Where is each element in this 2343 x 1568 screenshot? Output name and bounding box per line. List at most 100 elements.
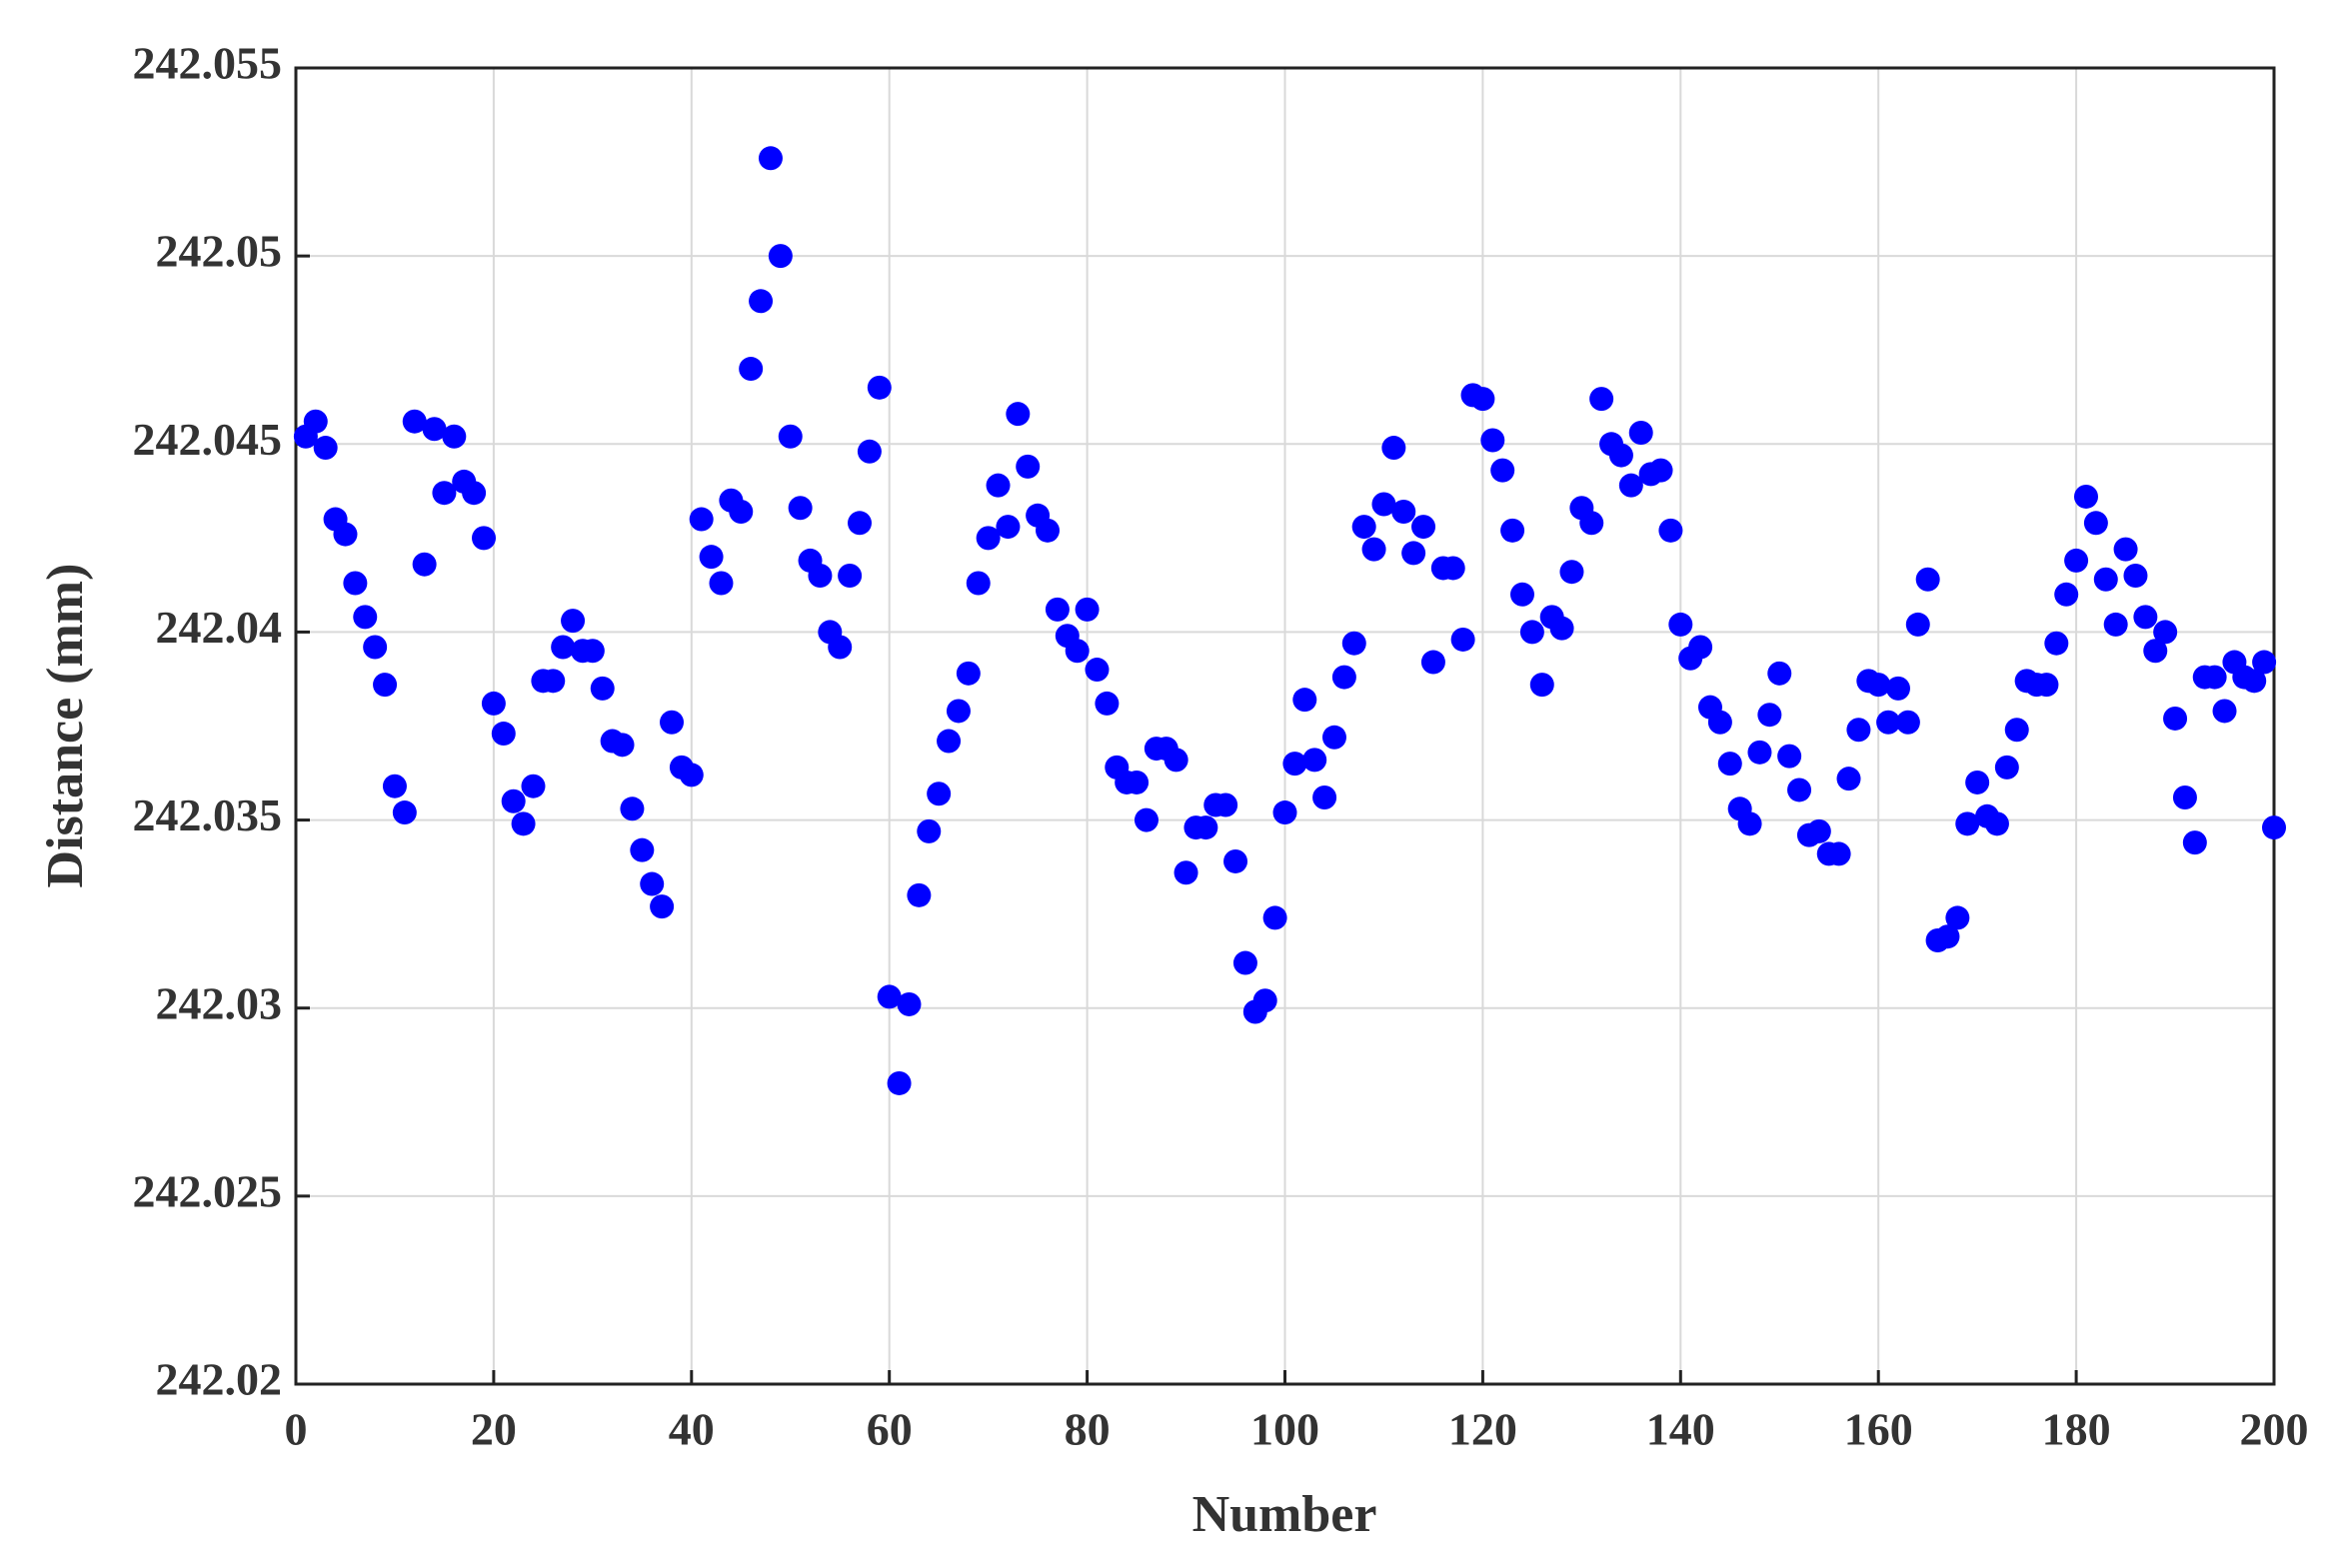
point: [1628, 420, 1653, 445]
point: [1866, 673, 1891, 698]
point: [986, 473, 1011, 498]
point: [2172, 784, 2197, 809]
point: [343, 571, 368, 596]
point: [1193, 815, 1218, 840]
point: [808, 563, 833, 588]
x-tick-label: 0: [285, 1404, 308, 1455]
y-tick-label: 242.04: [156, 602, 283, 653]
point: [2083, 511, 2108, 536]
point: [1549, 616, 1574, 641]
point: [660, 710, 685, 735]
point: [1618, 473, 1643, 498]
point: [966, 571, 991, 596]
point: [1361, 537, 1386, 562]
point: [501, 788, 526, 813]
point: [1509, 582, 1534, 607]
point: [1065, 639, 1090, 664]
point: [1767, 661, 1792, 686]
point: [1559, 560, 1584, 585]
point: [1945, 905, 1970, 930]
point: [1905, 612, 1930, 637]
point: [2044, 631, 2069, 656]
point: [867, 375, 892, 400]
point: [1085, 658, 1110, 683]
point: [481, 691, 506, 716]
point: [373, 673, 398, 698]
x-tick-label: 160: [1844, 1404, 1913, 1455]
point: [699, 545, 724, 570]
x-tick-label: 200: [2240, 1404, 2309, 1455]
point: [1470, 387, 1495, 412]
point: [1787, 778, 1812, 802]
point: [511, 811, 536, 836]
point: [2004, 718, 2029, 743]
point: [580, 639, 605, 664]
point: [2054, 582, 2079, 607]
point: [491, 722, 516, 747]
point: [313, 436, 338, 461]
point: [2153, 620, 2178, 645]
point: [729, 500, 754, 525]
point: [1895, 710, 1920, 735]
point: [2202, 665, 2227, 690]
point: [887, 1070, 912, 1095]
point: [620, 796, 645, 821]
y-tick-label: 242.025: [133, 1165, 283, 1216]
point: [828, 635, 853, 660]
point: [679, 763, 704, 787]
point: [2034, 673, 2059, 698]
point: [1232, 950, 1257, 975]
point: [1391, 500, 1416, 525]
point: [1806, 818, 1831, 843]
point: [630, 837, 655, 862]
point: [709, 571, 734, 596]
point: [2143, 639, 2168, 664]
point: [1134, 807, 1159, 832]
point: [1885, 676, 1910, 701]
point: [877, 984, 902, 1009]
point: [432, 481, 457, 506]
point: [2252, 650, 2277, 675]
point: [462, 481, 487, 506]
point: [1272, 800, 1297, 825]
point: [1826, 841, 1851, 866]
point: [1648, 458, 1673, 483]
point: [1747, 740, 1772, 765]
point: [1036, 518, 1061, 543]
point: [1164, 748, 1188, 773]
point: [2103, 612, 2128, 637]
point: [2073, 484, 2098, 509]
x-tick-label: 20: [471, 1404, 517, 1455]
point: [739, 357, 764, 382]
point: [1965, 770, 1990, 794]
point: [1223, 848, 1248, 873]
point: [1480, 428, 1505, 453]
point: [937, 729, 962, 754]
point: [1411, 515, 1436, 540]
point: [1757, 703, 1782, 728]
point: [541, 669, 566, 694]
point: [1262, 905, 1287, 930]
y-axis-label: Distance (mm): [37, 564, 94, 888]
x-tick-label: 120: [1448, 1404, 1517, 1455]
point: [1500, 518, 1525, 543]
point: [1450, 627, 1475, 652]
point: [1915, 567, 1940, 592]
point: [551, 635, 576, 660]
y-tick-label: 242.035: [133, 789, 283, 840]
x-tick-label: 180: [2042, 1404, 2111, 1455]
point: [1490, 458, 1515, 483]
point: [392, 800, 417, 825]
point: [1351, 515, 1376, 540]
y-tick-label: 242.045: [133, 414, 283, 465]
point: [1331, 665, 1356, 690]
point: [1984, 811, 2009, 836]
point: [1688, 635, 1713, 660]
point: [2123, 563, 2148, 588]
point: [857, 439, 882, 464]
point: [1876, 710, 1901, 735]
point: [1075, 597, 1100, 622]
point: [422, 417, 447, 442]
point: [590, 676, 615, 701]
